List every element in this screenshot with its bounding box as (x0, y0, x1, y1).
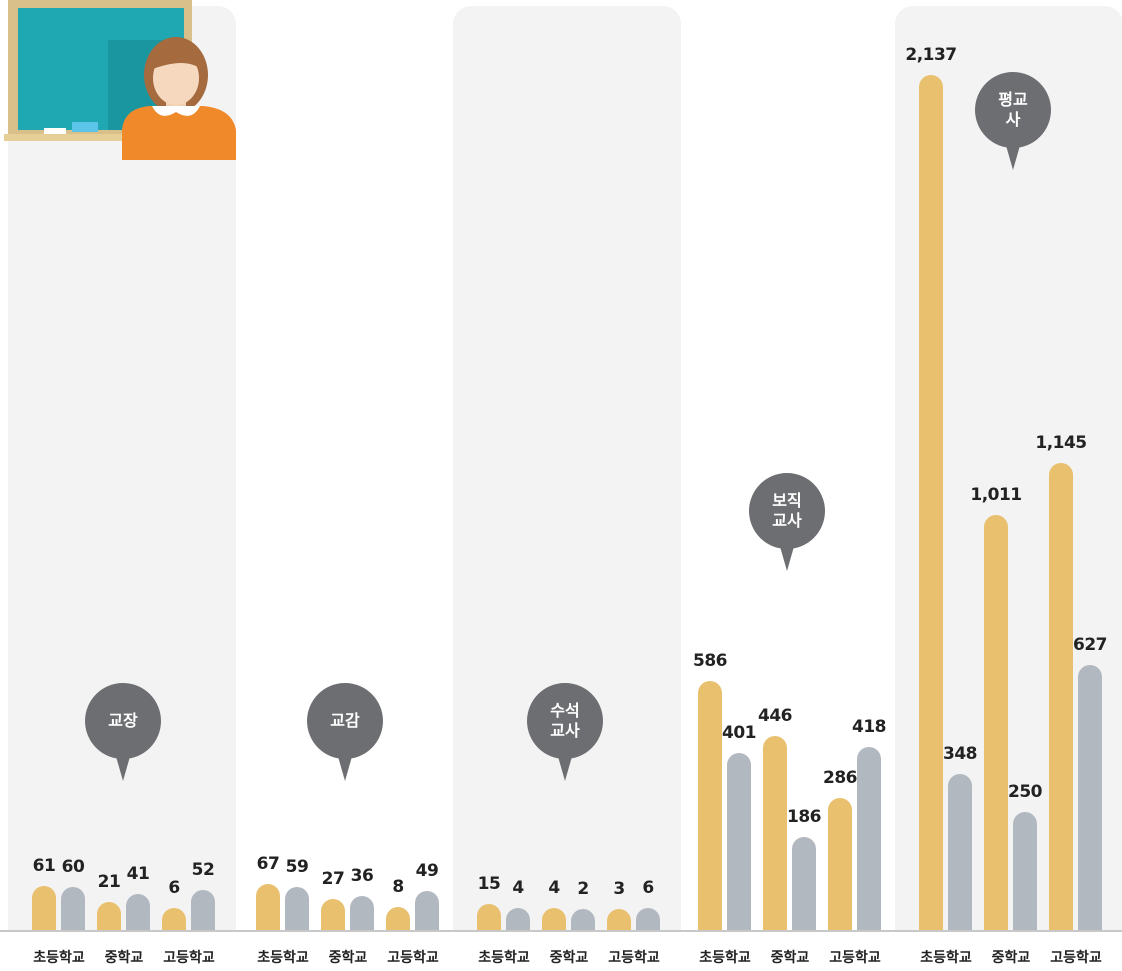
data-label: 418 (839, 717, 899, 737)
bar (350, 896, 374, 930)
bar (97, 902, 121, 930)
x-tick-label: 중학교 (313, 947, 383, 967)
data-label: 52 (173, 860, 233, 880)
bubble-title: 교감 (324, 711, 366, 731)
x-tick-label: 초등학교 (469, 947, 539, 967)
data-label: 1,011 (966, 485, 1026, 505)
x-tick-label: 고등학교 (820, 947, 890, 967)
bar (857, 747, 881, 930)
bar (698, 681, 722, 930)
bar (386, 907, 410, 930)
bar (415, 891, 439, 930)
bar (542, 908, 566, 930)
data-label: 401 (709, 723, 769, 743)
bubble-title: 평교사 (992, 90, 1034, 130)
bar (607, 909, 631, 930)
teacher-illustration (0, 0, 240, 160)
panel-bg (453, 6, 681, 930)
data-label: 586 (680, 651, 740, 671)
x-tick-label: 초등학교 (24, 947, 94, 967)
bar (763, 736, 787, 930)
data-label: 2,137 (901, 45, 961, 65)
data-label: 446 (745, 706, 805, 726)
bar (948, 774, 972, 930)
x-tick-label: 고등학교 (1041, 947, 1111, 967)
bar (477, 904, 501, 930)
panel-bg (232, 6, 460, 930)
category-bubble: 수석 교사 (527, 683, 603, 759)
x-tick-label: 고등학교 (599, 947, 669, 967)
data-label: 1,145 (1031, 433, 1091, 453)
category-bubble: 보직 교사 (749, 473, 825, 549)
bar (1013, 812, 1037, 930)
bar (636, 908, 660, 930)
bar (984, 515, 1008, 930)
bar (919, 75, 943, 930)
data-label: 6 (618, 878, 678, 898)
bar (126, 894, 150, 930)
bar (828, 798, 852, 930)
x-tick-label: 고등학교 (378, 947, 448, 967)
x-tick-label: 중학교 (976, 947, 1046, 967)
bar (727, 753, 751, 930)
bar (1049, 463, 1073, 930)
bar (792, 837, 816, 930)
bar (191, 890, 215, 930)
bar (285, 887, 309, 930)
x-tick-label: 고등학교 (154, 947, 224, 967)
page: {"chart_data": [ {"type": "bar", "title"… (0, 0, 1122, 971)
x-tick-label: 초등학교 (690, 947, 760, 967)
category-bubble: 교감 (307, 683, 383, 759)
bar (32, 886, 56, 930)
bar (321, 899, 345, 930)
data-label: 627 (1060, 635, 1120, 655)
baseline (0, 930, 1122, 932)
category-bubble: 교장 (85, 683, 161, 759)
data-label: 250 (995, 782, 1055, 802)
bubble-title: 보직 교사 (766, 491, 808, 531)
x-tick-label: 중학교 (89, 947, 159, 967)
bar (506, 908, 530, 930)
bar (1078, 665, 1102, 930)
bubble-title: 교장 (102, 711, 144, 731)
category-bubble: 평교사 (975, 72, 1051, 148)
data-label: 186 (774, 807, 834, 827)
x-tick-label: 초등학교 (248, 947, 318, 967)
data-label: 49 (397, 861, 457, 881)
x-tick-label: 중학교 (755, 947, 825, 967)
x-tick-label: 중학교 (534, 947, 604, 967)
bar (61, 887, 85, 930)
bar (571, 909, 595, 930)
bubble-title: 수석 교사 (544, 701, 586, 741)
x-tick-label: 초등학교 (911, 947, 981, 967)
data-label: 348 (930, 744, 990, 764)
bar (162, 908, 186, 930)
bar (256, 884, 280, 930)
